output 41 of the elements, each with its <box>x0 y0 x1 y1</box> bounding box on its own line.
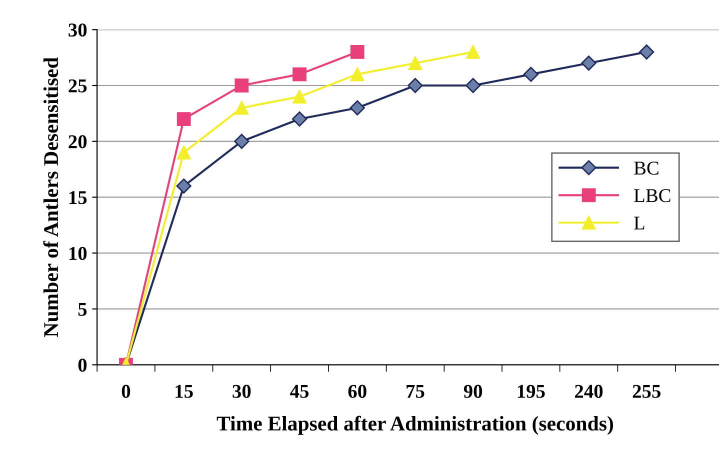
point <box>466 45 480 59</box>
legend-label: BC <box>634 162 658 175</box>
point <box>350 67 364 82</box>
x-tick-label: 15 <box>176 384 193 398</box>
point <box>234 134 250 149</box>
x-tick-label: 240 <box>574 384 603 398</box>
point <box>292 90 306 104</box>
y-tick-label: 20 <box>68 135 87 148</box>
point <box>350 100 365 116</box>
point <box>176 112 191 126</box>
point <box>350 45 364 59</box>
y-axis-title: Number of Antlers Desensitised <box>43 57 58 337</box>
x-tick-label: 195 <box>518 384 545 398</box>
point <box>639 44 654 60</box>
y-tick-label: 30 <box>68 23 87 37</box>
point <box>408 56 422 70</box>
x-axis-title: Time Elapsed after Administration (seconds) <box>216 416 614 435</box>
legend-label: L <box>634 216 644 230</box>
x-tick-label: 45 <box>290 384 309 398</box>
x-tick-label: 30 <box>232 384 251 398</box>
y-tick-label: 15 <box>69 191 87 204</box>
point <box>234 78 249 92</box>
point <box>466 78 481 94</box>
x-tick-label: 90 <box>464 384 482 398</box>
x-tick-label: 75 <box>406 385 424 398</box>
y-tick-label: 0 <box>78 358 87 372</box>
y-tick-label: 10 <box>69 246 87 260</box>
y-tick-label: 5 <box>78 302 87 316</box>
point <box>581 56 596 71</box>
x-tick-label: 255 <box>632 384 660 398</box>
y-tick-label: 25 <box>68 79 87 92</box>
point <box>176 178 192 194</box>
point <box>408 78 423 94</box>
x-tick-label: 60 <box>348 384 366 398</box>
point <box>292 67 306 82</box>
legend-label: LBC <box>634 189 670 202</box>
point <box>292 111 308 127</box>
x-tick-label: 0 <box>122 384 130 398</box>
point <box>523 66 538 82</box>
point <box>234 100 249 115</box>
point <box>176 146 191 160</box>
